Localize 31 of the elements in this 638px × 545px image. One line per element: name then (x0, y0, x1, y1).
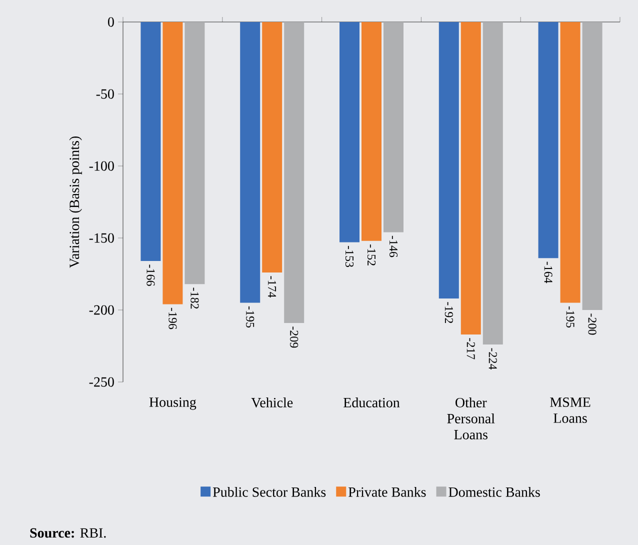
y-tick-label: -150 (89, 233, 114, 243)
y-tick-label: -50 (96, 89, 114, 99)
x-tick-label: Housing (149, 398, 196, 410)
data-label: -200 (588, 314, 596, 335)
data-label: -195 (246, 306, 254, 328)
data-label: -152 (367, 244, 376, 266)
data-label: -192 (444, 302, 453, 323)
text: Source: RBI. (30, 528, 106, 538)
data-label: -153 (345, 246, 354, 268)
y-tick-label: 0 (108, 17, 114, 27)
data-label: -174 (268, 276, 276, 298)
data-label: -166 (146, 264, 155, 286)
x-tick-label: Education (344, 398, 400, 408)
data-label: -224 (488, 348, 497, 370)
data-label: -182 (190, 288, 199, 309)
legend-label: Domestic Banks (448, 486, 540, 497)
data-label: -217 (466, 338, 475, 360)
data-label: -195 (566, 306, 574, 328)
data-label: -196 (168, 308, 177, 330)
data-label: -209 (290, 326, 298, 348)
y-axis-title: Variation (Basis points) (69, 136, 82, 268)
data-label: -146 (389, 236, 398, 258)
x-tick-label: MSME Loans (550, 398, 590, 423)
x-tick-label: Vehicle (251, 398, 293, 408)
legend-label: Public Sector Banks (212, 486, 326, 497)
data-label: -164 (544, 262, 552, 284)
y-tick-label: -250 (89, 377, 114, 387)
y-tick-label: -100 (89, 161, 114, 171)
x-tick-label: Other Personal Loans (447, 398, 495, 440)
y-tick-label: -200 (89, 305, 114, 315)
legend-label: Private Banks (348, 486, 426, 497)
